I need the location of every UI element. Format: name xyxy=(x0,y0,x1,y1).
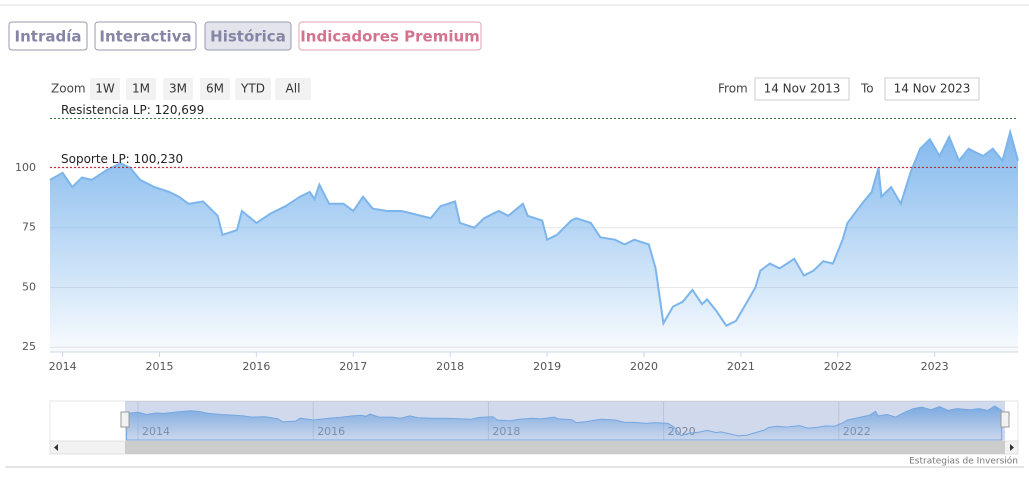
x-tick-label: 2017 xyxy=(339,360,367,373)
zoom-button[interactable] xyxy=(235,78,271,100)
y-tick-label: 50 xyxy=(22,280,36,293)
scroll-right[interactable] xyxy=(1010,444,1014,451)
navigator-handle[interactable] xyxy=(1000,411,1010,428)
zoom-button-label[interactable]: YTD xyxy=(240,82,265,96)
tab[interactable] xyxy=(8,21,88,51)
area-fill xyxy=(50,132,1018,352)
x-tick-label: 2015 xyxy=(145,360,173,373)
x-tick-label: 2023 xyxy=(921,360,949,373)
to-input[interactable] xyxy=(884,77,980,101)
tab-label[interactable]: Intradía xyxy=(15,28,82,46)
tab-label[interactable]: Interactiva xyxy=(99,28,191,46)
tab[interactable] xyxy=(298,21,482,51)
from-label: From xyxy=(718,82,748,96)
zoom-button[interactable] xyxy=(126,78,156,100)
navigator-handle[interactable] xyxy=(120,411,130,428)
navigator-mask xyxy=(125,401,1005,441)
y-tick-label: 100 xyxy=(15,161,36,174)
zoom-button-label[interactable]: 6M xyxy=(206,82,224,96)
zoom-button[interactable] xyxy=(163,78,193,100)
zoom-button[interactable] xyxy=(200,78,230,100)
from-date[interactable]: 14 Nov 2013 xyxy=(764,82,841,96)
x-tick-label: 2018 xyxy=(436,360,464,373)
zoom-button-label[interactable]: All xyxy=(286,82,301,96)
x-tick-label: 2014 xyxy=(49,360,77,373)
annotation-label: Resistencia LP: 120,699 xyxy=(61,103,204,117)
zoom-label: Zoom xyxy=(51,82,86,96)
credit: Estrategias de Inversión xyxy=(909,456,1018,467)
scroll-left[interactable] xyxy=(54,444,58,451)
x-tick-label: 2019 xyxy=(533,360,561,373)
tab-label[interactable]: Indicadores Premium xyxy=(300,28,480,46)
from-input[interactable] xyxy=(754,77,850,101)
tab[interactable] xyxy=(94,21,197,51)
zoom-button[interactable] xyxy=(90,78,120,100)
to-date[interactable]: 14 Nov 2023 xyxy=(894,82,971,96)
x-tick-label: 2020 xyxy=(630,360,658,373)
y-tick-label: 25 xyxy=(22,340,36,353)
tab[interactable] xyxy=(204,21,292,51)
y-tick-label: 75 xyxy=(22,221,36,234)
to-label: To xyxy=(860,82,874,96)
x-tick-label: 2022 xyxy=(824,360,852,373)
zoom-button[interactable] xyxy=(275,78,311,100)
tab-label[interactable]: Histórica xyxy=(210,28,286,46)
scrollbar-thumb[interactable] xyxy=(125,441,1005,454)
x-tick-label: 2021 xyxy=(727,360,755,373)
zoom-button-label[interactable]: 3M xyxy=(169,82,187,96)
navigator-area xyxy=(126,405,1003,441)
area-line xyxy=(49,128,1019,327)
zoom-button-label[interactable]: 1W xyxy=(95,82,115,96)
x-tick-label: 2016 xyxy=(242,360,270,373)
annotation-label: Soporte LP: 100,230 xyxy=(61,152,183,166)
zoom-button-label[interactable]: 1M xyxy=(132,82,150,96)
